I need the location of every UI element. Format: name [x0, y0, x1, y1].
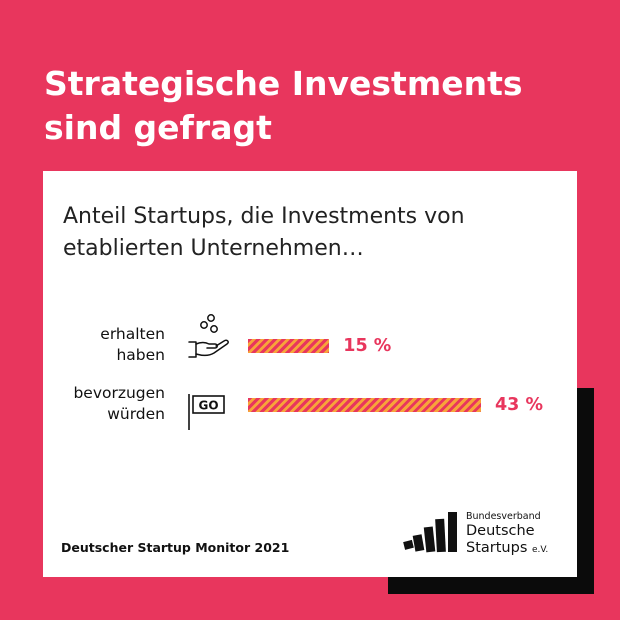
- value-label-preferred: 43 %: [495, 395, 543, 415]
- logo: Bundesverband Deutsche Startups e.V.: [403, 511, 573, 561]
- chart-card: Anteil Startups, die Investments von eta…: [43, 171, 577, 577]
- logo-suffix: e.V.: [531, 545, 549, 555]
- logo-bars-icon: [403, 512, 457, 553]
- bar-preferred: [248, 398, 481, 412]
- svg-text:GO: GO: [198, 399, 218, 413]
- logo-line-3-wrap: Startups e.V.: [466, 540, 548, 559]
- logo-line-1: Bundesverband: [466, 511, 541, 522]
- value-label-received: 15 %: [343, 336, 392, 356]
- bar-received: [248, 339, 330, 353]
- category-label-line: erhalten: [100, 325, 165, 343]
- title-line-2: sind gefragt: [44, 108, 272, 147]
- subtitle-line-2: etablierten Unternehmen…: [63, 236, 364, 261]
- category-label-preferred: bevorzugen würden: [73, 383, 165, 425]
- category-label-line: bevorzugen: [73, 384, 165, 402]
- title-line-1: Strategische Investments: [44, 64, 523, 103]
- category-label-line: würden: [107, 405, 165, 423]
- chart-subtitle: Anteil Startups, die Investments von eta…: [63, 201, 563, 265]
- category-label-received: erhalten haben: [100, 324, 165, 366]
- hand-coins-icon: [188, 314, 229, 358]
- subtitle-line-1: Anteil Startups, die Investments von: [63, 204, 465, 229]
- source-note: Deutscher Startup Monitor 2021: [61, 540, 290, 555]
- category-label-line: haben: [116, 346, 165, 364]
- logo-line-3: Startups: [466, 540, 528, 556]
- page-title: Strategische Investments sind gefragt: [44, 62, 523, 150]
- logo-line-2: Deutsche: [466, 523, 535, 539]
- go-flag-icon: GO: [188, 394, 225, 430]
- logo-text: Bundesverband Deutsche Startups e.V.: [466, 511, 548, 559]
